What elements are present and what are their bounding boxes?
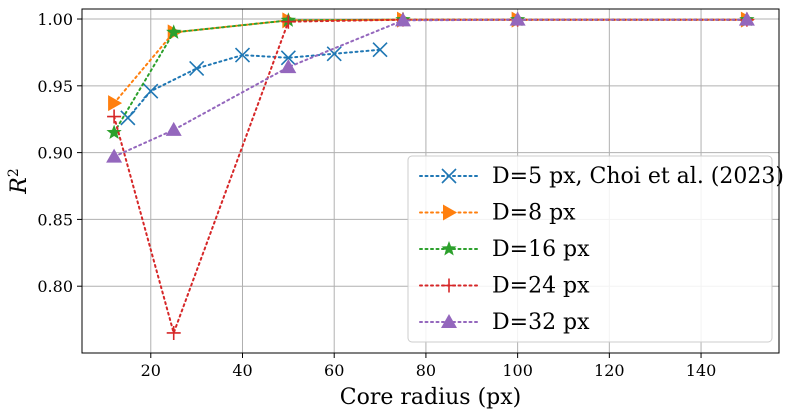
data-point bbox=[106, 124, 122, 140]
x-tick-label: 100 bbox=[502, 361, 533, 380]
data-point bbox=[107, 109, 122, 124]
legend-label: D=16 px bbox=[492, 237, 590, 262]
series-line bbox=[113, 18, 748, 337]
x-tick-label: 40 bbox=[232, 361, 252, 380]
data-point bbox=[106, 148, 123, 163]
legend-marker bbox=[441, 168, 457, 184]
data-point bbox=[143, 83, 159, 99]
data-point bbox=[372, 42, 388, 58]
plot-area-frame bbox=[81, 8, 780, 354]
data-point bbox=[108, 95, 123, 112]
legend-entry: D=5 px, Choi et al. (2023) bbox=[419, 164, 784, 189]
legend-marker bbox=[441, 314, 457, 328]
data-point bbox=[326, 46, 342, 62]
legend-label: D=5 px, Choi et al. (2023) bbox=[492, 164, 784, 189]
data-point bbox=[281, 14, 296, 29]
series-line bbox=[113, 18, 748, 158]
legend-marker bbox=[443, 204, 457, 221]
series-line bbox=[113, 18, 748, 134]
series-5 bbox=[106, 11, 755, 163]
data-point bbox=[738, 11, 755, 26]
legend-marker bbox=[442, 278, 456, 293]
data-point bbox=[509, 11, 526, 26]
data-point bbox=[234, 47, 251, 63]
x-tick-label: 120 bbox=[594, 361, 625, 380]
data-point bbox=[394, 12, 411, 27]
y-tick-label: 1.00 bbox=[37, 10, 73, 29]
legend-label: D=32 px bbox=[492, 310, 590, 335]
series-line bbox=[113, 18, 748, 105]
legend-entry: D=24 px bbox=[419, 274, 590, 299]
legend-label: D=24 px bbox=[492, 274, 590, 299]
data-point bbox=[120, 110, 136, 126]
legend-entry: D=32 px bbox=[419, 310, 590, 335]
x-tick-label: 80 bbox=[416, 361, 436, 380]
series-line bbox=[126, 48, 382, 119]
legend-box bbox=[407, 155, 773, 343]
data-point bbox=[280, 50, 296, 66]
data-point bbox=[166, 325, 181, 340]
x-tick-label: 140 bbox=[686, 361, 717, 380]
y-axis-title-base: R bbox=[7, 177, 32, 195]
legend-label: D=8 px bbox=[492, 201, 576, 226]
axis-ticks: 20 40 60 80 100 120 140 0.80 0.85 0.90 0.95 1.00 bbox=[37, 10, 716, 380]
y-axis-title-superscript: 2 bbox=[6, 168, 22, 177]
legend-entry: D=16 px bbox=[419, 237, 590, 262]
series-layer bbox=[106, 11, 755, 340]
x-axis-title: Core radius (px) bbox=[340, 385, 521, 410]
y-tick-label: 0.90 bbox=[37, 144, 73, 163]
y-tick-label: 0.95 bbox=[37, 77, 73, 96]
series-2 bbox=[108, 11, 755, 112]
x-tick-label: 60 bbox=[324, 361, 344, 380]
legend: D=5 px, Choi et al. (2023) D=8 px D=16 px D… bbox=[407, 155, 784, 343]
y-axis-title: R2 bbox=[6, 168, 32, 195]
data-point bbox=[165, 121, 182, 136]
x-tick-label: 20 bbox=[141, 361, 161, 380]
data-point bbox=[166, 24, 182, 39]
y-tick-label: 0.85 bbox=[37, 210, 73, 229]
legend-entry: D=8 px bbox=[419, 201, 576, 226]
legend-marker bbox=[441, 241, 457, 256]
series-1 bbox=[120, 42, 388, 126]
y-tick-label: 0.80 bbox=[37, 277, 73, 296]
data-point bbox=[280, 59, 297, 74]
data-point bbox=[189, 60, 205, 77]
